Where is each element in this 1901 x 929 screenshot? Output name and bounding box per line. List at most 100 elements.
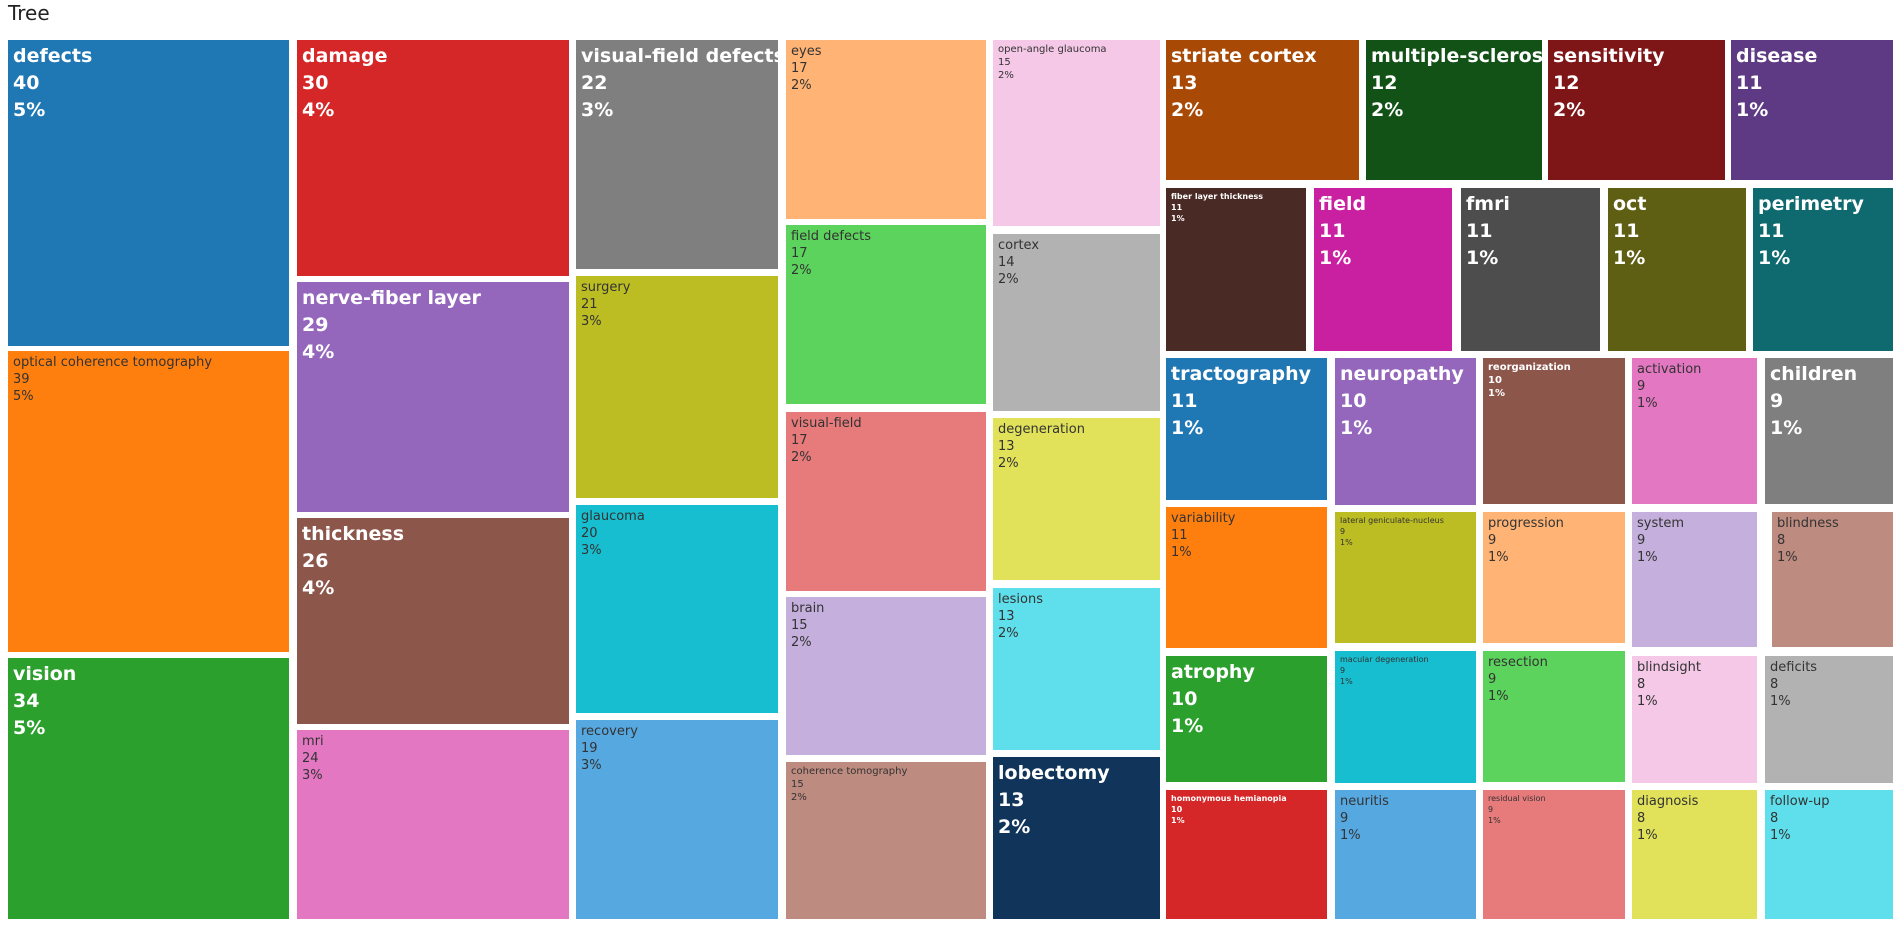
treemap-tile[interactable]: defects 40 5% [8, 40, 289, 346]
tile-value: 10 [1488, 375, 1502, 386]
treemap-tile[interactable]: striate cortex 13 2% [1166, 40, 1359, 180]
treemap-tile[interactable]: blindness 8 1% [1772, 512, 1893, 647]
tile-text: neuritis 9 1% [1340, 793, 1389, 844]
tile-text: variability 11 1% [1171, 510, 1235, 561]
treemap-tile[interactable]: progression 9 1% [1483, 512, 1625, 643]
tile-text: multiple-sclerosis 12 2% [1371, 43, 1542, 124]
tile-text: coherence tomography 15 2% [791, 765, 907, 804]
tile-text: blindness 8 1% [1777, 515, 1839, 566]
treemap-tile[interactable]: macular degeneration 9 1% [1335, 651, 1476, 783]
tile-value: 11 [1171, 390, 1198, 412]
tile-percent: 1% [1637, 396, 1658, 411]
treemap-tile[interactable]: children 9 1% [1765, 358, 1893, 504]
tile-label: surgery [581, 280, 631, 295]
tile-label: mri [302, 734, 324, 749]
treemap-tile[interactable]: fiber layer thickness 11 1% [1166, 188, 1306, 351]
treemap-tile[interactable]: lesions 13 2% [993, 588, 1160, 750]
tile-label: striate cortex [1171, 45, 1317, 67]
treemap-tile[interactable]: multiple-sclerosis 12 2% [1366, 40, 1542, 180]
tile-label: brain [791, 601, 825, 616]
treemap-tile[interactable]: sensitivity 12 2% [1548, 40, 1725, 180]
treemap-tile[interactable]: mri 24 3% [297, 730, 569, 919]
treemap-tile[interactable]: homonymous hemianopia 10 1% [1166, 790, 1327, 919]
tile-text: lobectomy 13 2% [998, 760, 1110, 841]
tile-label: variability [1171, 511, 1236, 526]
treemap-tile[interactable]: eyes 17 2% [786, 40, 986, 219]
tile-value: 15 [791, 618, 808, 633]
treemap-tile[interactable]: field 11 1% [1314, 188, 1452, 351]
tile-percent: 2% [998, 456, 1019, 471]
treemap-tile[interactable]: visual-field 17 2% [786, 412, 986, 591]
treemap-tile[interactable]: activation 9 1% [1632, 358, 1757, 504]
treemap-tile[interactable]: recovery 19 3% [576, 720, 778, 919]
tile-percent: 4% [302, 577, 335, 599]
tile-percent: 5% [13, 717, 46, 739]
treemap-tile[interactable]: tractography 11 1% [1166, 358, 1327, 500]
treemap-tile[interactable]: field defects 17 2% [786, 225, 986, 404]
tile-percent: 2% [791, 450, 812, 465]
tile-label: visual-field [791, 416, 862, 431]
treemap-tile[interactable]: open-angle glaucoma 15 2% [993, 40, 1160, 226]
treemap-tile[interactable]: thickness 26 4% [297, 518, 569, 724]
treemap-tile[interactable]: glaucoma 20 3% [576, 505, 778, 713]
treemap-tile[interactable]: optical coherence tomography 39 5% [8, 351, 289, 652]
treemap-tile[interactable]: cortex 14 2% [993, 234, 1160, 411]
tile-text: oct 11 1% [1613, 191, 1646, 272]
tile-percent: 2% [791, 792, 807, 803]
treemap-tile[interactable]: lateral geniculate-nucleus 9 1% [1335, 512, 1476, 643]
treemap-tile[interactable]: perimetry 11 1% [1753, 188, 1893, 351]
treemap-tile[interactable]: vision 34 5% [8, 658, 289, 919]
treemap-tile[interactable]: brain 15 2% [786, 597, 986, 755]
treemap-tile[interactable]: deficits 8 1% [1765, 656, 1893, 783]
treemap-tile[interactable]: follow-up 8 1% [1765, 790, 1893, 919]
treemap-tile[interactable]: fmri 11 1% [1461, 188, 1600, 351]
treemap-tile[interactable]: visual-field defects 22 3% [576, 40, 778, 269]
tile-percent: 2% [791, 78, 812, 93]
tile-value: 12 [1371, 72, 1398, 94]
treemap-tile[interactable]: diagnosis 8 1% [1632, 790, 1757, 919]
tile-value: 21 [581, 297, 598, 312]
treemap-tile[interactable]: nerve-fiber layer 29 4% [297, 282, 569, 512]
tile-label: lesions [998, 592, 1043, 607]
treemap-tile[interactable]: lobectomy 13 2% [993, 757, 1160, 919]
tile-value: 10 [1340, 390, 1367, 412]
tile-text: sensitivity 12 2% [1553, 43, 1665, 124]
tile-label: disease [1736, 45, 1818, 67]
treemap-tile[interactable]: variability 11 1% [1166, 507, 1327, 648]
tile-value: 8 [1770, 677, 1779, 692]
tile-percent: 3% [581, 314, 602, 329]
tile-text: tractography 11 1% [1171, 361, 1311, 442]
tile-value: 30 [302, 72, 329, 94]
tile-label: coherence tomography [791, 766, 908, 777]
treemap-tile[interactable]: neuritis 9 1% [1335, 790, 1476, 919]
treemap-tile[interactable]: degeneration 13 2% [993, 418, 1160, 580]
treemap-tile[interactable]: damage 30 4% [297, 40, 569, 276]
tile-text: nerve-fiber layer 29 4% [302, 285, 481, 366]
tile-value: 8 [1637, 811, 1646, 826]
tile-value: 10 [1171, 805, 1183, 814]
tile-percent: 1% [1637, 828, 1658, 843]
chart-title: Tree [8, 1, 50, 25]
tile-text: disease 11 1% [1736, 43, 1817, 124]
treemap-tile[interactable]: coherence tomography 15 2% [786, 762, 986, 919]
tile-text: eyes 17 2% [791, 43, 821, 94]
treemap-tile[interactable]: blindsight 8 1% [1632, 656, 1757, 783]
treemap-tile[interactable]: residual vision 9 1% [1483, 790, 1625, 919]
tile-percent: 5% [13, 99, 46, 121]
treemap-tile[interactable]: atrophy 10 1% [1166, 656, 1327, 782]
tile-label: fiber layer thickness [1171, 192, 1264, 201]
tile-text: reorganization 10 1% [1488, 361, 1571, 400]
tile-label: blindness [1777, 516, 1839, 531]
tile-value: 29 [302, 314, 329, 336]
tile-percent: 1% [1340, 538, 1353, 547]
tile-label: optical coherence tomography [13, 355, 213, 370]
treemap-tile[interactable]: surgery 21 3% [576, 276, 778, 498]
tile-percent: 1% [1613, 247, 1646, 269]
treemap-tile[interactable]: disease 11 1% [1731, 40, 1893, 180]
treemap-tile[interactable]: system 9 1% [1632, 512, 1757, 647]
tile-text: residual vision 9 1% [1488, 793, 1546, 826]
treemap-tile[interactable]: reorganization 10 1% [1483, 358, 1625, 504]
treemap-tile[interactable]: neuropathy 10 1% [1335, 358, 1476, 505]
treemap-tile[interactable]: resection 9 1% [1483, 651, 1625, 782]
treemap-tile[interactable]: oct 11 1% [1608, 188, 1746, 351]
